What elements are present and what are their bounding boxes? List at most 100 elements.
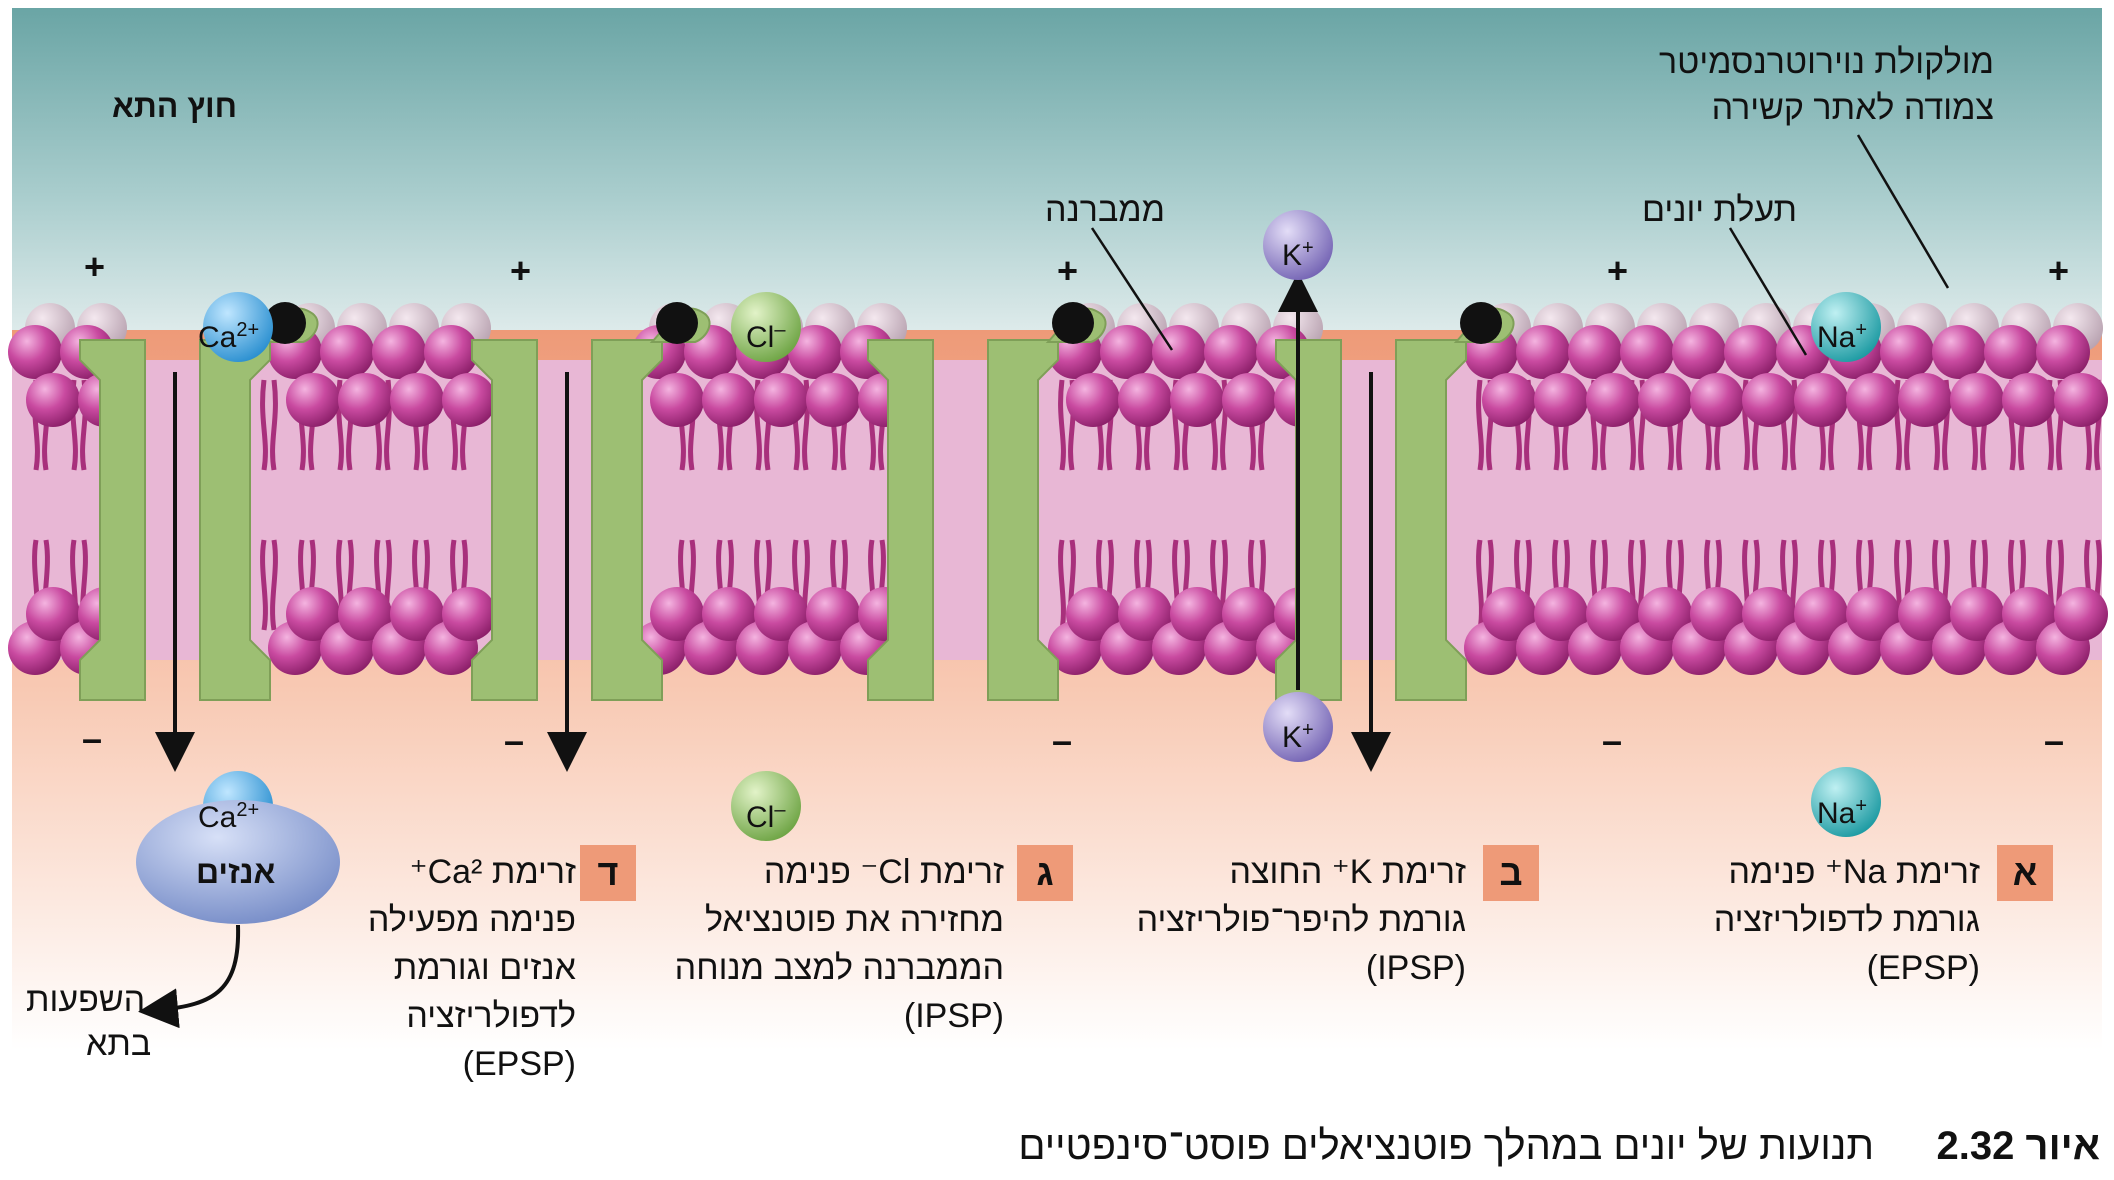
na-ion xyxy=(1811,767,1881,837)
lipid-head xyxy=(1638,373,1692,427)
lipid-head xyxy=(1846,373,1900,427)
panel-c-line2: מחזירה את פוטנציאל xyxy=(704,901,1004,939)
lipid-head xyxy=(702,373,756,427)
panel-b-line2: גורמת להיפר־פולריזציה xyxy=(1136,901,1466,939)
lipid-head xyxy=(1932,325,1986,379)
lipid-head xyxy=(650,587,704,641)
lipid-head xyxy=(338,373,392,427)
ion-flow-arrows xyxy=(155,272,1391,772)
effects-arrow xyxy=(138,924,241,1029)
ion-channel xyxy=(867,302,1107,701)
channel-subunit-right xyxy=(987,339,1059,701)
lipid-head xyxy=(788,325,842,379)
lipid-head xyxy=(702,587,756,641)
outside-cell-label: חוץ התא xyxy=(112,88,237,124)
panel-b-line3: (IPSP) xyxy=(1365,949,1466,987)
neurotransmitter-molecule xyxy=(1460,302,1502,344)
lipid-head xyxy=(1170,373,1224,427)
neurotransmitter-molecule xyxy=(656,302,698,344)
panel-c-line4: (IPSP) xyxy=(903,997,1004,1035)
lipid-head xyxy=(2002,373,2056,427)
cl-ion xyxy=(731,771,801,841)
lipid-head xyxy=(2036,325,2090,379)
lipid-head xyxy=(1794,587,1848,641)
lipid-head xyxy=(1898,373,1952,427)
lipid-tail xyxy=(260,379,278,471)
channel-subunit-left xyxy=(79,339,146,701)
ion-channels xyxy=(79,302,1515,701)
panel-letter-a: א xyxy=(1997,845,2053,901)
lipid-head xyxy=(1586,587,1640,641)
lipid-head xyxy=(1742,373,1796,427)
neurotransmitter-label-line1: מולקולת נוירוטרנסמיטר xyxy=(1658,43,1994,81)
lipid-head xyxy=(390,587,444,641)
lipid-head xyxy=(286,373,340,427)
lipid-head xyxy=(1534,587,1588,641)
plus-sign: + xyxy=(84,246,106,287)
panel-d-line1: זרימת Ca²⁺ xyxy=(409,853,576,891)
lipid-head xyxy=(390,373,444,427)
panel-d-line2: פנימה מפעילה xyxy=(367,901,576,939)
lipid-head xyxy=(286,587,340,641)
lipid-head xyxy=(806,373,860,427)
plus-sign: + xyxy=(1057,250,1079,291)
membrane-label: ממברנה xyxy=(1045,191,1165,229)
lipid-head xyxy=(1118,373,1172,427)
lipid-head xyxy=(1690,373,1744,427)
figure-number: איור 2.32 xyxy=(1936,1124,2100,1168)
lipid-head xyxy=(1204,325,1258,379)
lipid-head xyxy=(1950,587,2004,641)
lipid-head xyxy=(2002,587,2056,641)
lipid-head xyxy=(1482,587,1536,641)
lipid-head xyxy=(2054,587,2108,641)
channel-subunit-right xyxy=(199,339,271,701)
panel-letter-b: ב xyxy=(1483,845,1539,901)
lipid-head xyxy=(1672,325,1726,379)
lipid-head xyxy=(320,325,374,379)
membrane-leader xyxy=(1090,227,1174,351)
lipid-head xyxy=(1534,373,1588,427)
channel-subunit-left xyxy=(867,339,934,701)
front-lipid-heads xyxy=(8,325,2108,675)
lipid-head xyxy=(1222,587,1276,641)
lipid-head xyxy=(26,373,80,427)
panel-a-line3: (EPSP) xyxy=(1866,949,1980,987)
panel-letter-d: ד xyxy=(580,845,636,901)
lipid-tail xyxy=(260,539,278,631)
enzyme-blob xyxy=(136,800,340,924)
minus-sign: – xyxy=(82,718,103,759)
lipid-head xyxy=(1950,373,2004,427)
lipid-head xyxy=(1742,587,1796,641)
minus-sign: – xyxy=(1602,720,1623,761)
extracellular-space xyxy=(12,8,2102,348)
plus-sign: + xyxy=(2048,250,2070,291)
panel-c-line1: זרימת Cl⁻ פנימה xyxy=(763,853,1004,891)
channel-subunit-left xyxy=(471,339,538,701)
k-ion xyxy=(1263,210,1333,280)
neurotransmitter-leader xyxy=(1856,134,1950,289)
neurotransmitter-molecule xyxy=(1052,302,1094,344)
channel-subunit-right xyxy=(591,339,663,701)
minus-sign: – xyxy=(2044,720,2065,761)
lipid-head xyxy=(1118,587,1172,641)
panel-d-line5: (EPSP) xyxy=(462,1045,576,1083)
lipid-head xyxy=(754,587,808,641)
cl-ion-label-bottom: Cl– xyxy=(746,799,786,834)
k-ion-label-bottom: K+ xyxy=(1282,719,1314,754)
lipid-head xyxy=(1482,373,1536,427)
lipid-head xyxy=(442,373,496,427)
lipid-head xyxy=(650,373,704,427)
cl-ion-label-top: Cl– xyxy=(746,319,786,354)
ca-ion-label-top: Ca2+ xyxy=(198,319,260,354)
lipid-head xyxy=(754,373,808,427)
lipid-head xyxy=(1898,587,1952,641)
lipid-head xyxy=(8,325,62,379)
lipid-head xyxy=(1066,373,1120,427)
lipid-head xyxy=(1846,587,1900,641)
lipid-head xyxy=(1170,587,1224,641)
lipid-head xyxy=(372,325,426,379)
lipid-head xyxy=(1620,325,1674,379)
channel-leader xyxy=(1728,227,1808,356)
cl-ion xyxy=(731,292,801,362)
panel-a-line2: גורמת לדפולריזציה xyxy=(1713,901,1980,939)
